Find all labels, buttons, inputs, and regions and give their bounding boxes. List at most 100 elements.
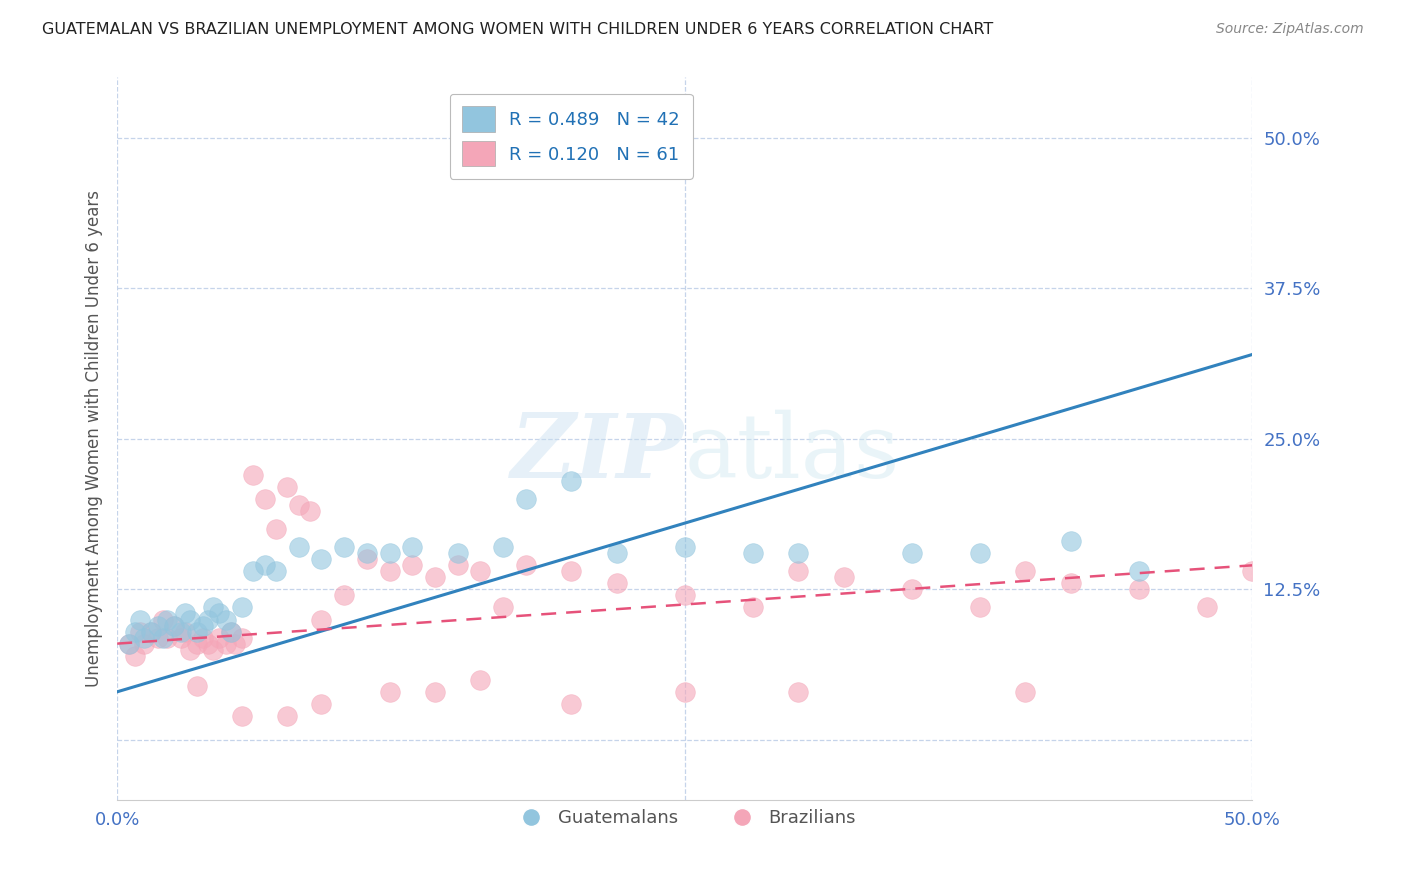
Point xyxy=(787,565,810,579)
Point xyxy=(560,474,582,488)
Point xyxy=(193,618,215,632)
Text: Source: ZipAtlas.com: Source: ZipAtlas.com xyxy=(1216,22,1364,37)
Point xyxy=(193,631,215,645)
Point xyxy=(253,558,276,573)
Point xyxy=(741,546,763,560)
Point xyxy=(401,541,423,555)
Point xyxy=(152,631,174,645)
Point xyxy=(299,504,322,518)
Point xyxy=(311,552,333,566)
Point xyxy=(224,637,246,651)
Point xyxy=(264,565,287,579)
Point xyxy=(170,631,193,645)
Point xyxy=(356,552,378,566)
Point xyxy=(447,558,470,573)
Point xyxy=(201,642,224,657)
Point xyxy=(134,631,156,645)
Point xyxy=(231,709,253,723)
Point xyxy=(186,637,208,651)
Point xyxy=(560,565,582,579)
Point xyxy=(1059,534,1081,549)
Point xyxy=(186,679,208,693)
Point xyxy=(333,541,356,555)
Point xyxy=(134,637,156,651)
Point xyxy=(197,613,219,627)
Point xyxy=(515,558,537,573)
Point xyxy=(201,600,224,615)
Point xyxy=(900,546,922,560)
Point xyxy=(117,637,139,651)
Y-axis label: Unemployment Among Women with Children Under 6 years: Unemployment Among Women with Children U… xyxy=(86,190,103,688)
Point xyxy=(832,570,855,584)
Point xyxy=(311,613,333,627)
Point xyxy=(378,546,401,560)
Point xyxy=(231,631,253,645)
Text: GUATEMALAN VS BRAZILIAN UNEMPLOYMENT AMONG WOMEN WITH CHILDREN UNDER 6 YEARS COR: GUATEMALAN VS BRAZILIAN UNEMPLOYMENT AMO… xyxy=(42,22,994,37)
Point xyxy=(128,624,150,639)
Point xyxy=(163,618,186,632)
Point xyxy=(156,613,179,627)
Point xyxy=(447,546,470,560)
Point xyxy=(208,631,231,645)
Point xyxy=(423,685,446,699)
Point xyxy=(378,565,401,579)
Point xyxy=(288,541,311,555)
Point xyxy=(969,600,991,615)
Point xyxy=(186,624,208,639)
Point xyxy=(787,685,810,699)
Point xyxy=(560,697,582,711)
Point xyxy=(242,565,264,579)
Point xyxy=(231,600,253,615)
Point xyxy=(179,613,201,627)
Point xyxy=(163,618,186,632)
Point xyxy=(141,624,163,639)
Point xyxy=(156,631,179,645)
Point xyxy=(179,642,201,657)
Point xyxy=(470,565,492,579)
Point xyxy=(969,546,991,560)
Point xyxy=(215,613,238,627)
Point xyxy=(1128,565,1150,579)
Point xyxy=(146,631,169,645)
Point xyxy=(492,541,515,555)
Point xyxy=(1059,576,1081,591)
Point xyxy=(219,624,242,639)
Point xyxy=(174,607,197,621)
Legend: Guatemalans, Brazilians: Guatemalans, Brazilians xyxy=(506,802,863,835)
Point xyxy=(276,709,298,723)
Point xyxy=(141,624,163,639)
Point xyxy=(1014,685,1036,699)
Point xyxy=(215,637,238,651)
Point xyxy=(174,624,197,639)
Point xyxy=(673,685,696,699)
Point xyxy=(356,546,378,560)
Point xyxy=(124,624,146,639)
Point xyxy=(242,467,264,482)
Text: ZIP: ZIP xyxy=(512,410,685,497)
Point xyxy=(117,637,139,651)
Point xyxy=(673,541,696,555)
Point xyxy=(673,589,696,603)
Point xyxy=(378,685,401,699)
Point xyxy=(197,637,219,651)
Point xyxy=(787,546,810,560)
Point xyxy=(276,480,298,494)
Point xyxy=(900,582,922,597)
Point xyxy=(128,613,150,627)
Point xyxy=(401,558,423,573)
Point xyxy=(492,600,515,615)
Point xyxy=(311,697,333,711)
Point xyxy=(1128,582,1150,597)
Point xyxy=(1241,565,1264,579)
Point xyxy=(146,618,169,632)
Point xyxy=(606,546,628,560)
Point xyxy=(515,491,537,506)
Point xyxy=(253,491,276,506)
Point xyxy=(1195,600,1218,615)
Point xyxy=(170,624,193,639)
Point xyxy=(423,570,446,584)
Text: atlas: atlas xyxy=(685,409,900,497)
Point xyxy=(288,498,311,512)
Point xyxy=(264,522,287,536)
Point xyxy=(470,673,492,687)
